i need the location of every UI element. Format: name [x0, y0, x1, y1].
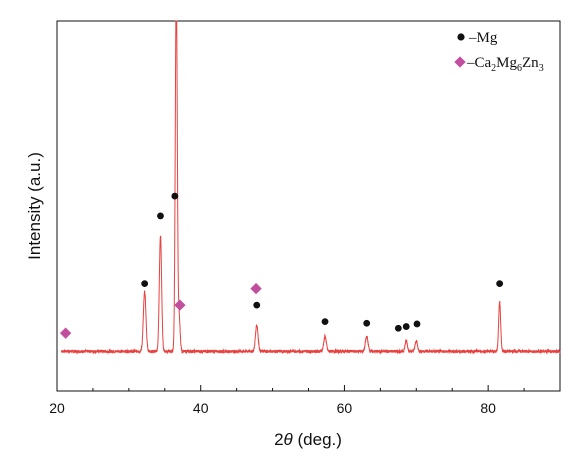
- mg-peak-marker: [496, 280, 504, 288]
- mg-peak-marker: [413, 320, 421, 328]
- y-axis-title: Intensity (a.u.): [25, 152, 44, 260]
- mg-peak-marker: [402, 323, 410, 330]
- ca2mg6zn3-peak-marker: [250, 282, 262, 295]
- mg-peak-marker: [363, 319, 371, 327]
- x-tick-label: 40: [193, 400, 209, 416]
- plot-frame: [56, 20, 561, 392]
- x-tick-label: 20: [49, 400, 65, 416]
- x-tick-label: 60: [337, 400, 353, 416]
- ca2mg6zn3-peak-marker: [174, 299, 186, 311]
- x-tick-label: 80: [480, 400, 496, 416]
- mg-peak-marker: [171, 192, 179, 200]
- mg-peak-marker: [394, 324, 402, 332]
- xrd-pattern-line: [60, 20, 561, 355]
- mg-peak-marker: [321, 318, 329, 326]
- mg-peak-marker: [253, 301, 261, 309]
- legend-mg-label: –Mg: [468, 30, 498, 46]
- phase-markers: [59, 192, 504, 339]
- x-axis-ticks: [56, 385, 561, 391]
- legend-ca2mg6zn3-label: –Ca2Mg6Zn3: [466, 55, 544, 74]
- x-axis-title: 2θ (deg.): [274, 430, 342, 449]
- legend-mg-marker: [457, 33, 465, 41]
- x-axis-tick-labels: 20 40 60 80: [49, 400, 496, 416]
- legend: –Mg –Ca2Mg6Zn3: [454, 30, 544, 74]
- mg-peak-marker: [141, 280, 149, 288]
- mg-peak-marker: [157, 212, 164, 220]
